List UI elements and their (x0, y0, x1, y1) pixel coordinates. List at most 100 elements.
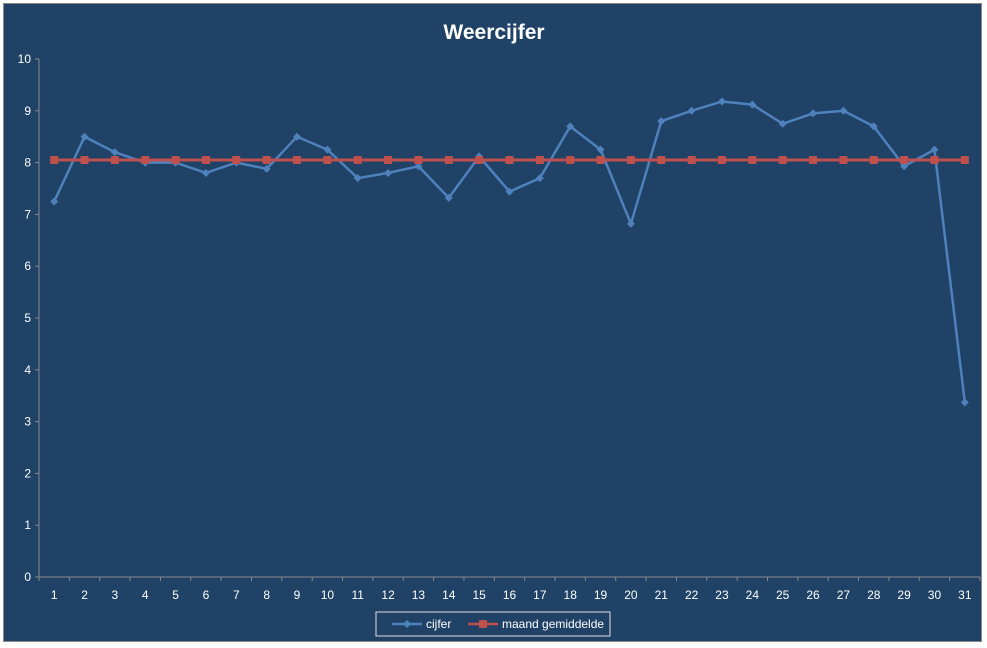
data-point (809, 109, 818, 118)
data-point (384, 156, 393, 165)
data-point (232, 156, 241, 165)
x-tick-label: 12 (381, 588, 395, 602)
data-point (778, 156, 787, 165)
data-point (717, 97, 726, 106)
x-tick-label: 11 (351, 588, 364, 602)
data-point (778, 119, 787, 128)
data-point (839, 156, 848, 165)
y-tick-label: 8 (24, 156, 31, 170)
data-point (505, 156, 514, 165)
data-point (201, 156, 210, 165)
data-point (809, 156, 818, 165)
data-point (900, 162, 909, 171)
x-tick-label: 4 (142, 588, 149, 602)
data-point (110, 148, 119, 157)
data-point (50, 156, 59, 165)
data-point (748, 100, 757, 109)
series-maand-gemiddelde (50, 156, 969, 165)
data-point (930, 156, 939, 165)
x-tick-label: 31 (958, 588, 972, 602)
x-tick-label: 30 (928, 588, 942, 602)
data-point (596, 156, 605, 165)
data-point (141, 156, 150, 165)
x-tick-label: 18 (564, 588, 578, 602)
data-point (900, 156, 909, 165)
legend: cijfer maand gemiddelde (375, 611, 611, 637)
x-tick-label: 16 (503, 588, 517, 602)
data-point (323, 145, 332, 154)
x-tick-label: 24 (746, 588, 760, 602)
x-tick-label: 14 (442, 588, 456, 602)
x-axis-ticks: 1 2 3 4 5 6 7 8 9 10 11 12 13 14 15 16 17 18 19 20 21 22 23 24 2… (38, 577, 981, 602)
y-axis-ticks: 0 1 2 3 4 5 6 7 8 9 10 (18, 52, 39, 584)
y-tick-label: 10 (18, 52, 32, 66)
axes (38, 59, 980, 578)
y-tick-label: 4 (24, 363, 31, 377)
data-point (293, 132, 302, 141)
data-point (171, 156, 180, 165)
data-point (566, 156, 575, 165)
data-point (748, 156, 757, 165)
y-tick-label: 3 (24, 415, 31, 429)
chart-title: Weercijfer (443, 21, 544, 44)
data-point (839, 106, 848, 115)
data-point (414, 156, 423, 165)
data-point (293, 156, 302, 165)
y-tick-label: 9 (24, 104, 31, 118)
x-tick-label: 19 (594, 588, 608, 602)
legend-box (375, 611, 611, 637)
y-tick-label: 6 (24, 259, 31, 273)
data-point (353, 174, 362, 183)
x-tick-label: 1 (51, 588, 58, 602)
legend-marker (479, 620, 487, 628)
data-point (262, 156, 271, 165)
legend-label: maand gemiddelde (502, 617, 604, 631)
data-point (444, 156, 453, 165)
data-point (201, 168, 210, 177)
x-tick-label: 25 (776, 588, 790, 602)
x-tick-label: 17 (533, 588, 547, 602)
x-tick-label: 3 (112, 588, 119, 602)
x-tick-label: 7 (233, 588, 240, 602)
x-tick-label: 10 (321, 588, 335, 602)
x-tick-label: 8 (263, 588, 270, 602)
data-point (566, 122, 575, 131)
data-point (869, 122, 878, 131)
x-tick-label: 22 (685, 588, 699, 602)
data-point (717, 156, 726, 165)
x-tick-label: 2 (81, 588, 88, 602)
data-point (444, 193, 453, 202)
data-point (262, 164, 271, 173)
x-tick-label: 5 (172, 588, 179, 602)
data-point (930, 145, 939, 154)
data-point (657, 156, 666, 165)
data-point (626, 156, 635, 165)
x-tick-label: 13 (412, 588, 426, 602)
x-tick-label: 28 (867, 588, 881, 602)
data-point (596, 145, 605, 154)
y-tick-label: 7 (24, 207, 31, 221)
data-point (110, 156, 119, 165)
x-tick-label: 23 (715, 588, 729, 602)
data-point (535, 156, 544, 165)
legend-label: cijfer (426, 617, 451, 631)
data-point (323, 156, 332, 165)
legend-marker (403, 620, 411, 628)
x-tick-label: 21 (655, 588, 669, 602)
chart-area: Weercijfer 0 1 2 3 4 5 6 7 8 9 10 1 2 3 4 5 6 7 8 9 10 11 12 1… (3, 3, 982, 642)
x-tick-label: 9 (294, 588, 301, 602)
x-tick-label: 29 (897, 588, 911, 602)
y-tick-label: 1 (24, 518, 31, 532)
x-tick-label: 15 (472, 588, 486, 602)
series-line (53, 100, 967, 403)
data-point (869, 156, 878, 165)
data-point (535, 174, 544, 183)
data-point (475, 156, 484, 165)
data-point (50, 197, 59, 206)
series-layer (50, 97, 969, 407)
data-point (505, 187, 514, 196)
data-point (960, 156, 969, 165)
data-point (353, 156, 362, 165)
x-tick-label: 20 (624, 588, 638, 602)
